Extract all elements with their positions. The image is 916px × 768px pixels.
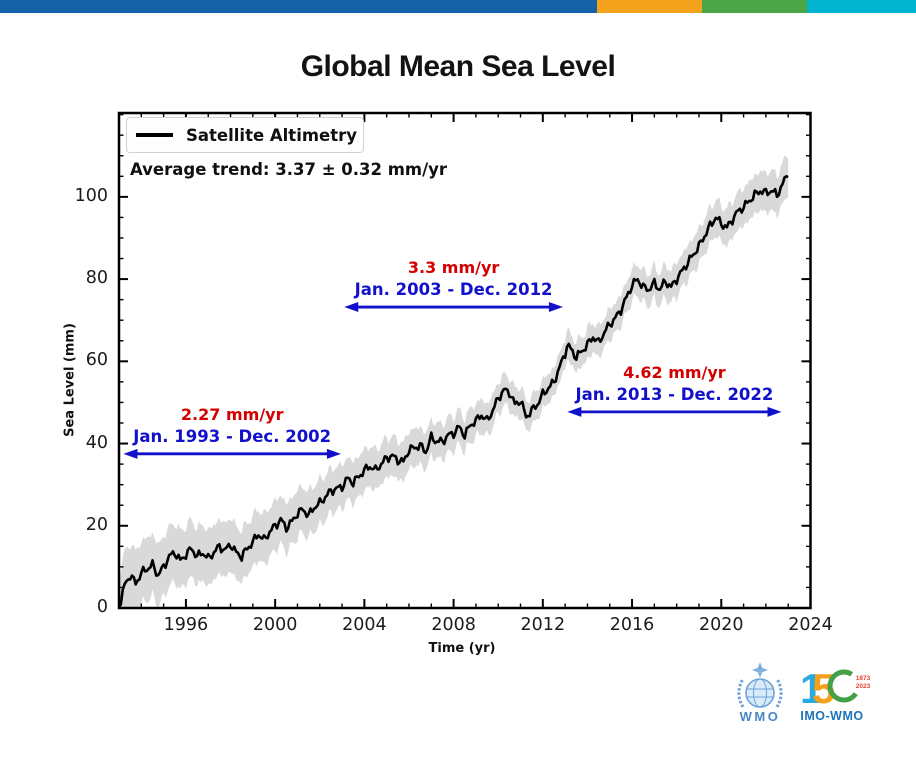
x-axis-title: Time (yr) [428,641,496,656]
imo-wmo-150-logo: 1 5 1873 2023 IMO-WMO [800,665,871,723]
sea-level-line [119,175,789,608]
y-tick-label-80: 80 [85,268,108,289]
top-bar-segment-green [702,0,807,13]
x-tick-label-2008: 2008 [431,615,476,635]
top-color-bar [0,0,916,13]
wmo-logo: WMO [737,662,783,724]
chart-legend: Satellite Altimetry [126,117,364,153]
uncertainty-band [119,155,789,608]
y-tick-label-40: 40 [85,432,108,453]
x-tick-label-2016: 2016 [609,615,655,635]
x-tick-label-2024: 2024 [788,615,833,635]
trend-annotation-1: 2.27 mm/yr Jan. 1993 - Dec. 2002 [133,405,331,447]
footer-logos: WMO 1 5 1873 2023 IMO-WMO [730,660,880,726]
anniversary-digit-5: 5 [812,665,835,712]
data-layer [119,155,789,608]
top-bar-segment-orange [597,0,702,13]
trend-period-label: Jan. 2013 - Dec. 2022 [575,384,774,404]
wmo-laurel-left [737,678,745,708]
anniversary-digit-1: 1 [800,665,823,712]
y-tick-label-60: 60 [85,350,108,371]
x-tick-label-2000: 2000 [252,615,298,635]
top-bar-segment-cyan [807,0,916,13]
wmo-label: WMO [740,709,781,724]
x-tick-label-1996: 1996 [163,615,209,635]
trend-period-label: Jan. 1993 - Dec. 2002 [133,426,332,446]
y-axis-title: Sea Level (mm) [62,323,78,437]
y-tick-label-0: 0 [96,597,108,617]
anniversary-zero-ring-icon [827,669,861,703]
x-tick-label-2004: 2004 [342,615,387,635]
trend-arrow-3 [567,406,782,417]
trend-arrow-1 [123,448,341,459]
top-bar-segment-blue [0,0,597,13]
trend-annotation-2: 3.3 mm/yr Jan. 2003 - Dec. 2012 [355,258,553,300]
average-trend-text: Average trend: 3.37 ± 0.32 mm/yr [130,160,448,179]
trend-annotation-3: 4.62 mm/yr Jan. 2013 - Dec. 2022 [575,363,773,405]
x-tick-label-2020: 2020 [698,615,744,635]
trend-rate-label: 4.62 mm/yr [623,362,726,382]
page-title: Global Mean Sea Level [300,50,616,83]
x-tick-label-2012: 2012 [520,615,566,635]
anniversary-year-end: 2023 [856,683,871,690]
trend-period-label: Jan. 2003 - Dec. 2012 [354,279,553,299]
trend-arrow-2 [344,302,563,313]
y-tick-label-20: 20 [85,514,108,535]
trend-rate-label: 3.3 mm/yr [407,257,500,277]
legend-label: Satellite Altimetry [186,125,358,145]
trend-rate-label: 2.27 mm/yr [180,404,284,424]
y-tick-label-100: 100 [74,185,108,206]
plot-frame [117,111,812,610]
imo-wmo-label: IMO-WMO [800,709,863,723]
legend-line-swatch [136,133,173,137]
wmo-globe-icon [745,678,775,708]
wmo-compass-star-icon [752,662,768,678]
anniversary-year-start: 1873 [856,675,871,682]
wmo-laurel-right [775,678,783,708]
